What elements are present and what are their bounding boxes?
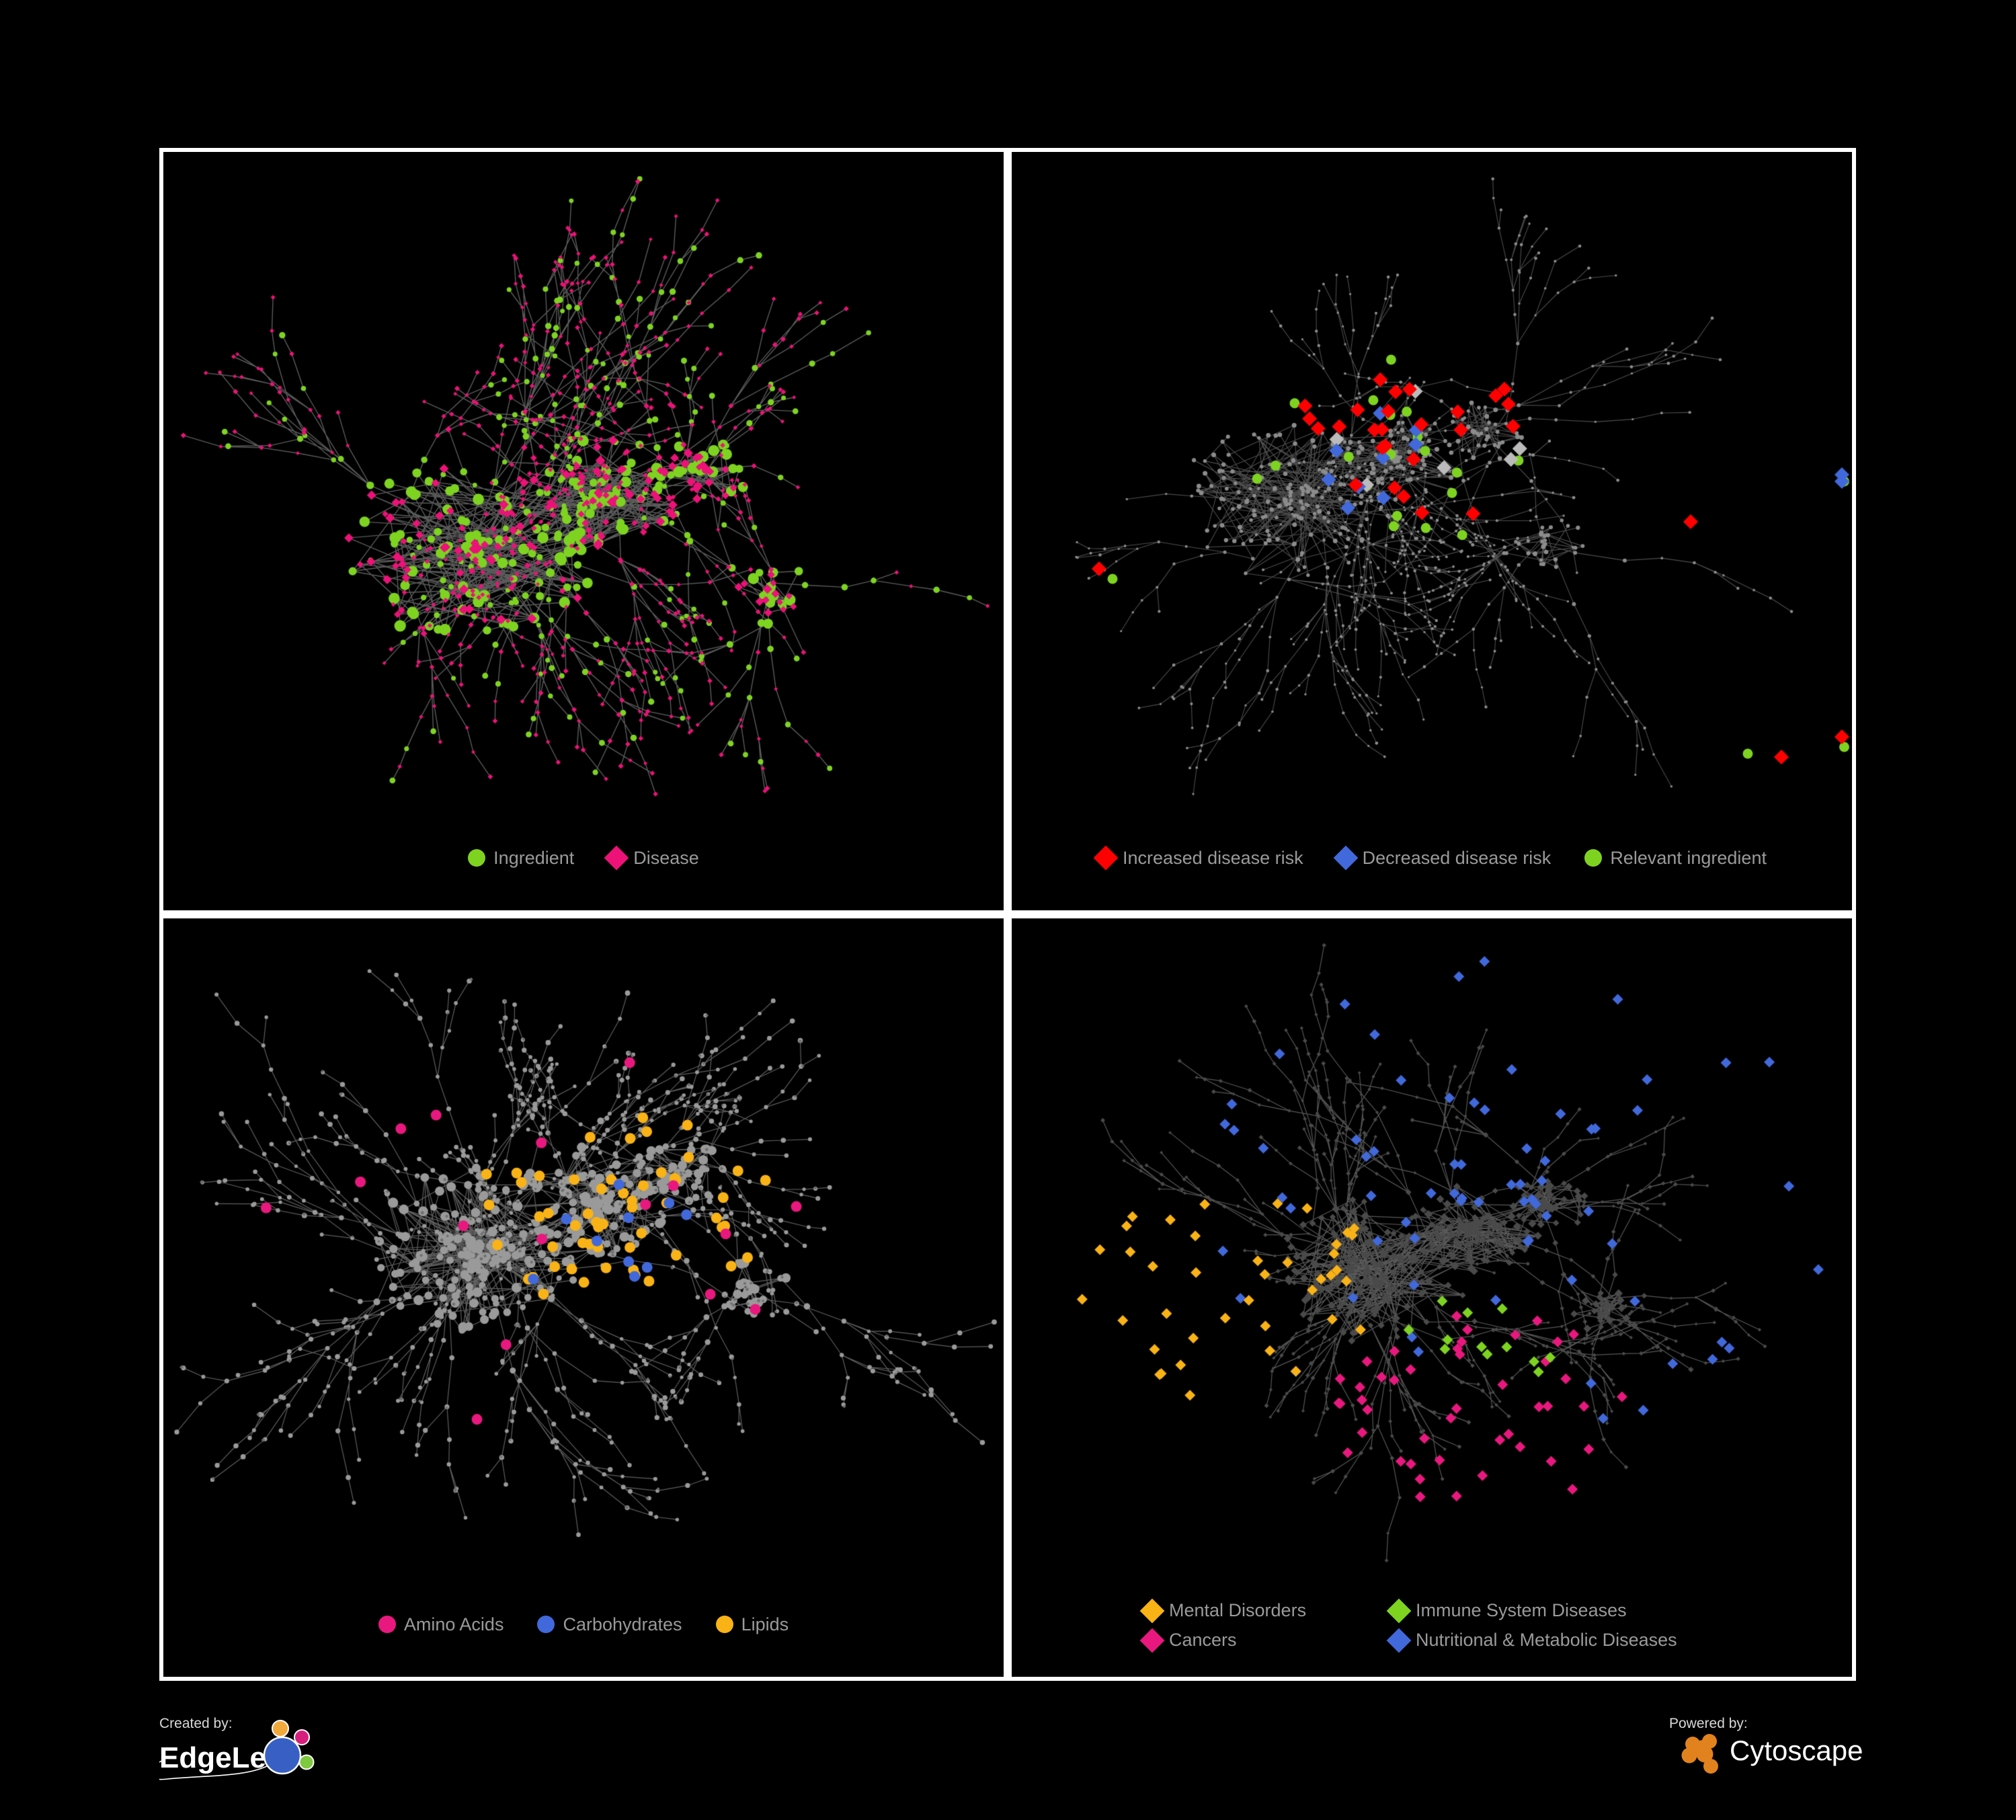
svg-text:Cytoscape: Cytoscape [1730,1735,1863,1766]
